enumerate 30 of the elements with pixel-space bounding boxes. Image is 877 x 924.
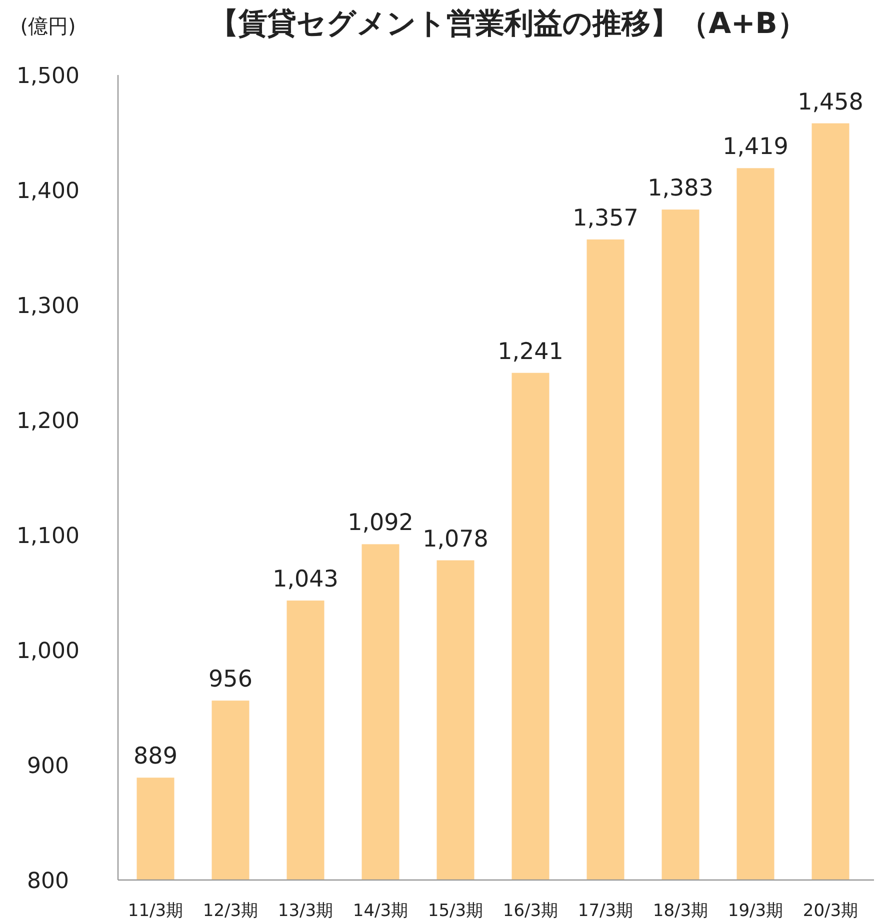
y-tick-label: 1,400	[16, 179, 80, 204]
data-label: 889	[134, 744, 178, 770]
data-label: 1,383	[648, 176, 714, 202]
y-tick-label: 900	[27, 754, 69, 779]
x-tick-label: 18/3期	[652, 901, 708, 921]
data-label: 956	[208, 666, 252, 693]
x-tick-label: 19/3期	[728, 901, 784, 921]
data-label: 1,078	[422, 526, 488, 552]
data-label: 1,043	[272, 566, 338, 593]
y-axis-title: (億円)	[20, 14, 76, 38]
x-tick-label: 12/3期	[202, 901, 258, 921]
y-tick-label: 1,000	[16, 639, 80, 664]
data-label: 1,092	[348, 510, 414, 536]
y-tick-label: 800	[27, 869, 69, 894]
x-tick-label: 20/3期	[802, 901, 858, 921]
chart-title: 【賃貸セグメント営業利益の推移】（A+B）	[210, 6, 806, 40]
x-tick-label: 17/3期	[578, 901, 634, 921]
y-tick-label: 1,200	[16, 409, 80, 434]
y-tick-label: 1,500	[16, 64, 80, 89]
data-label: 1,241	[498, 338, 564, 365]
x-tick-label: 15/3期	[428, 901, 484, 921]
data-label: 1,357	[572, 205, 638, 232]
x-tick-label: 13/3期	[278, 901, 334, 921]
x-tick-label: 11/3期	[128, 901, 184, 921]
y-tick-label: 1,100	[16, 524, 80, 549]
x-tick-label: 14/3期	[352, 901, 408, 921]
x-tick-label: 16/3期	[502, 901, 558, 921]
y-tick-label: 1,300	[16, 294, 80, 319]
data-label: 1,419	[722, 134, 788, 160]
data-label: 1,458	[798, 89, 864, 116]
